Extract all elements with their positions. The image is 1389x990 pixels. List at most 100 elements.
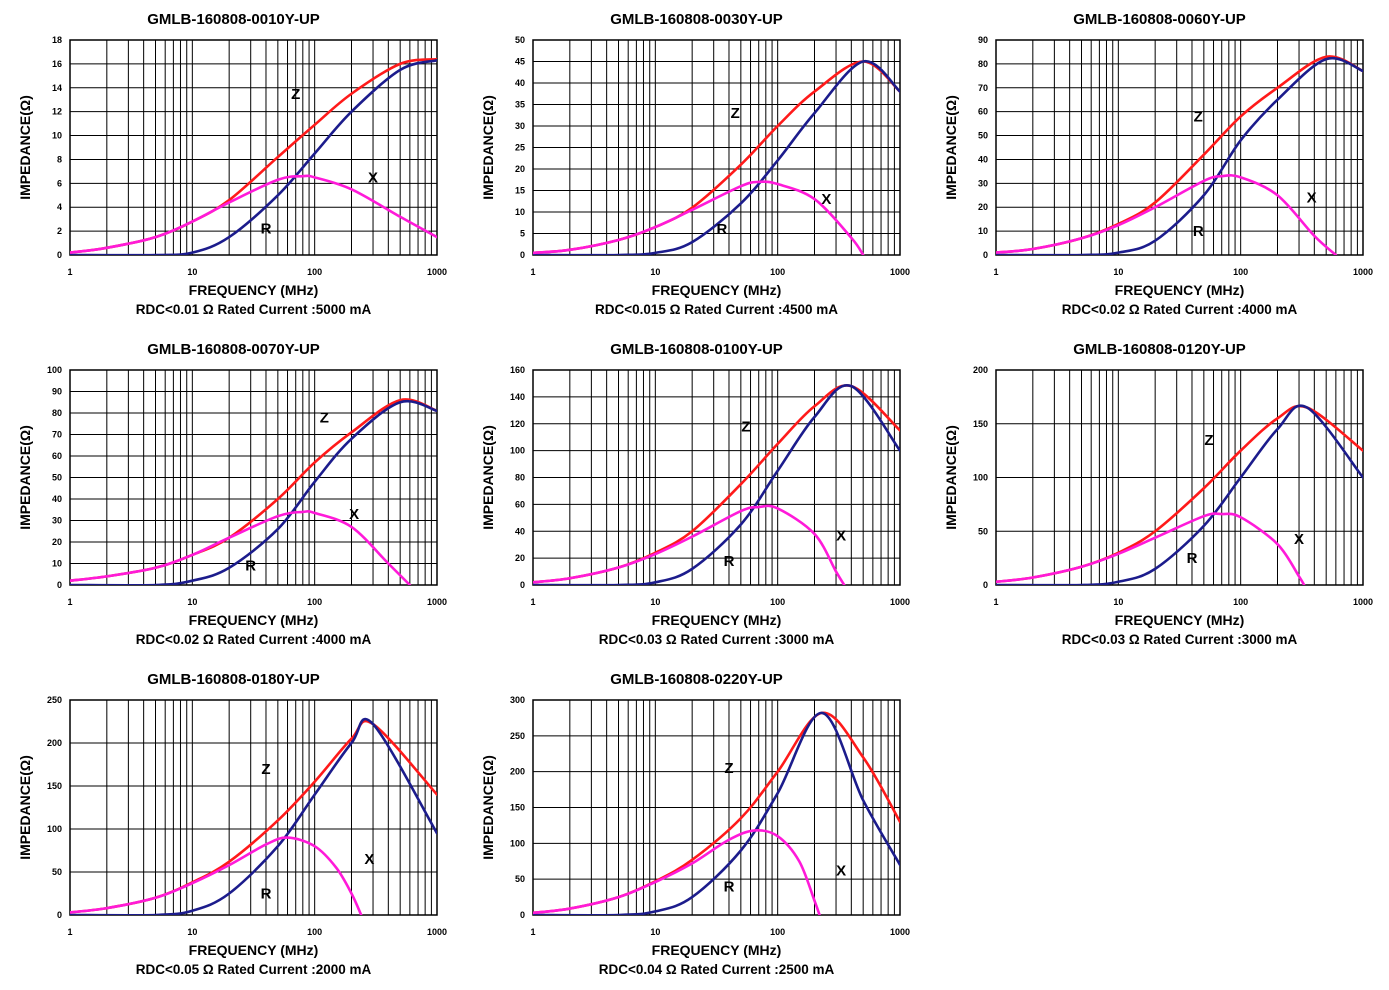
series-line-x	[996, 174, 1338, 255]
curve-label: Z	[291, 86, 300, 103]
y-tick-label: 150	[973, 419, 988, 429]
series-line-z	[996, 404, 1363, 584]
y-tick-label: 200	[510, 767, 525, 777]
grid	[533, 370, 900, 585]
y-tick-label: 6	[57, 178, 62, 188]
y-tick-label: 50	[978, 526, 988, 536]
chart-panel: GMLB-160808-0010Y-UP 0 2 4 6 8 10 12 14 16 18 1 10 10…	[0, 0, 463, 330]
y-tick-label: 12	[52, 107, 62, 117]
y-tick-label: 250	[47, 695, 62, 705]
impedance-chart: GMLB-160808-0180Y-UP 0 50 100 150 200 250 1 10 10…	[17, 671, 447, 977]
impedance-chart: GMLB-160808-0060Y-UP 0 10 20 30 40 50 60 70 80 90 1…	[943, 11, 1373, 317]
x-tick-label: 1000	[427, 597, 447, 607]
x-tick-label: 10	[1113, 597, 1123, 607]
y-tick-label: 150	[47, 781, 62, 791]
x-tick-label: 100	[1233, 597, 1248, 607]
chart-title: GMLB-160808-0060Y-UP	[1073, 11, 1246, 28]
series-group	[70, 398, 437, 585]
chart-panel: GMLB-160808-0120Y-UP 0 50 100 150 200 1 10 100 10…	[926, 330, 1389, 660]
y-tick-label: 10	[52, 559, 62, 569]
y-tick-label: 60	[515, 499, 525, 509]
x-axis-label: FREQUENCY (MHz)	[652, 282, 782, 298]
series-line-z	[533, 711, 900, 915]
curve-label: Z	[320, 409, 329, 426]
series-line-r	[996, 404, 1363, 585]
x-tick-label: 1000	[427, 927, 447, 937]
y-tick-label: 100	[47, 365, 62, 375]
chart-title: GMLB-160808-0010Y-UP	[147, 11, 320, 28]
grid	[70, 700, 437, 915]
series-line-z	[996, 55, 1363, 254]
y-tick-label: 50	[978, 131, 988, 141]
series-line-r	[70, 399, 437, 585]
y-tick-label: 0	[57, 250, 62, 260]
x-tick-label: 1	[530, 597, 535, 607]
y-tick-label: 80	[978, 59, 988, 69]
chart-panel: GMLB-160808-0030Y-UP 0 5 10 15 20 25 30 35 40 45 50…	[463, 0, 926, 330]
grid	[996, 370, 1363, 585]
impedance-chart: GMLB-160808-0100Y-UP 0 20 40 60 80 100 120 140 16…	[480, 341, 910, 647]
y-tick-label: 0	[520, 580, 525, 590]
y-tick-label: 20	[52, 537, 62, 547]
y-tick-label: 90	[52, 387, 62, 397]
x-tick-label: 1	[67, 927, 72, 937]
curve-label: X	[836, 527, 846, 544]
y-tick-label: 50	[52, 867, 62, 877]
y-tick-label: 20	[978, 202, 988, 212]
y-tick-label: 2	[57, 226, 62, 236]
curve-label: R	[261, 886, 272, 903]
y-tick-label: 0	[983, 580, 988, 590]
x-axis-label: FREQUENCY (MHz)	[189, 612, 319, 628]
plot-frame	[995, 39, 1364, 256]
series-line-r	[996, 56, 1363, 255]
chart-panel: GMLB-160808-0070Y-UP 0 10 20 30 40 50 60 70 80 90 1…	[0, 330, 463, 660]
series-line-z	[533, 384, 900, 584]
chart-title: GMLB-160808-0030Y-UP	[610, 11, 783, 28]
curve-label: R	[716, 221, 727, 238]
curve-label: Z	[1204, 432, 1213, 449]
impedance-chart: GMLB-160808-0010Y-UP 0 2 4 6 8 10 12 14 16 18 1 10 10…	[17, 11, 447, 317]
curve-label: Z	[1194, 108, 1203, 125]
x-tick-label: 100	[307, 267, 322, 277]
rating-caption: RDC<0.04 Ω Rated Current :2500 mA	[599, 962, 835, 977]
x-tick-label: 1	[530, 927, 535, 937]
y-tick-label: 200	[973, 365, 988, 375]
x-tick-label: 10	[650, 597, 660, 607]
x-tick-label: 10	[187, 927, 197, 937]
y-tick-label: 40	[978, 154, 988, 164]
curve-label: R	[1187, 550, 1198, 567]
y-tick-label: 18	[52, 35, 62, 45]
curve-label: X	[349, 506, 359, 523]
curve-label: R	[724, 553, 735, 570]
series-group	[996, 55, 1363, 255]
series-line-r	[70, 717, 437, 915]
y-tick-label: 50	[515, 35, 525, 45]
x-axis-label: FREQUENCY (MHz)	[189, 942, 319, 958]
curve-label: X	[821, 191, 831, 208]
impedance-chart: GMLB-160808-0030Y-UP 0 5 10 15 20 25 30 35 40 45 50…	[480, 11, 910, 317]
plot-frame	[532, 369, 901, 586]
series-line-x	[533, 828, 821, 915]
curve-label: X	[368, 169, 378, 186]
x-tick-label: 100	[770, 267, 785, 277]
y-tick-label: 140	[510, 392, 525, 402]
x-tick-label: 1000	[890, 267, 910, 277]
y-axis-label: IMPEDANCE(Ω)	[943, 425, 959, 530]
y-tick-label: 45	[515, 57, 525, 67]
y-tick-label: 20	[515, 164, 525, 174]
y-tick-label: 10	[978, 226, 988, 236]
y-tick-label: 0	[983, 250, 988, 260]
series-group	[533, 711, 900, 915]
series-line-x	[70, 509, 412, 585]
series-group	[533, 60, 900, 255]
plot-frame	[532, 39, 901, 256]
x-tick-label: 10	[650, 267, 660, 277]
x-tick-label: 1	[993, 597, 998, 607]
curve-label: R	[261, 221, 272, 238]
x-tick-label: 1	[530, 267, 535, 277]
rating-caption: RDC<0.03 Ω Rated Current :3000 mA	[599, 632, 835, 647]
y-tick-label: 100	[47, 824, 62, 834]
y-tick-label: 8	[57, 154, 62, 164]
y-tick-label: 100	[510, 838, 525, 848]
